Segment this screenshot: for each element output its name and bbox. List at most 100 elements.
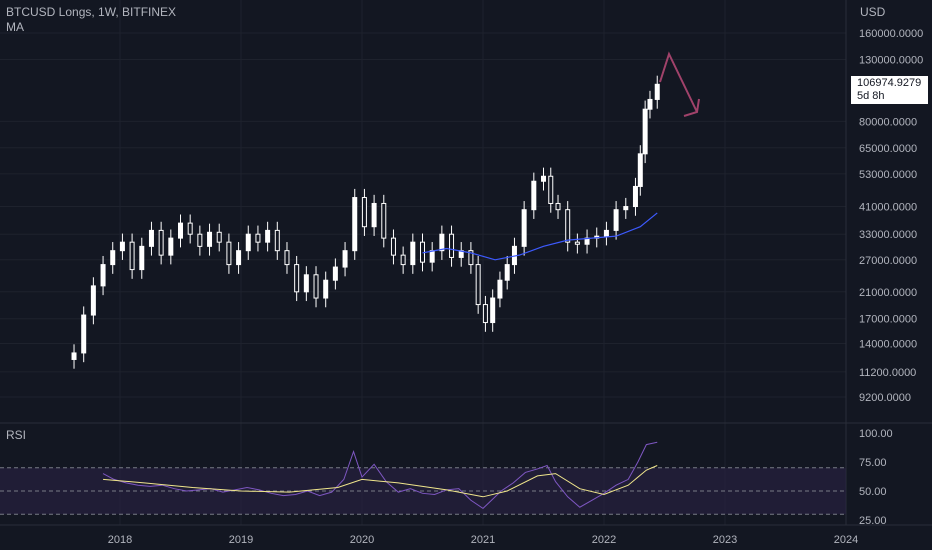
candle-body[interactable] <box>475 264 481 306</box>
ma-indicator-label[interactable]: MA <box>6 20 24 34</box>
candle-body[interactable] <box>129 241 135 271</box>
candle-body[interactable] <box>613 209 619 231</box>
rsi-indicator-label[interactable]: RSI <box>6 428 27 442</box>
candle-body[interactable] <box>449 233 455 258</box>
candle-body[interactable] <box>216 231 222 243</box>
time-axis[interactable]: 2018 2019 2020 2021 2022 2023 2024 <box>108 534 858 546</box>
candle-body[interactable] <box>187 222 193 235</box>
ma-line <box>422 212 658 261</box>
candle-body[interactable] <box>342 250 348 268</box>
candle-body[interactable] <box>468 250 474 266</box>
candle-body[interactable] <box>294 264 300 293</box>
candle-body[interactable] <box>119 241 125 252</box>
price-tick-label: 11200.0000 <box>859 367 916 379</box>
candle-body[interactable] <box>497 279 503 299</box>
candle-body[interactable] <box>245 233 251 252</box>
candle-body[interactable] <box>521 209 527 247</box>
candle-body[interactable] <box>361 197 367 228</box>
bar-countdown: 5d 8h <box>857 90 885 102</box>
candle-body[interactable] <box>647 98 653 110</box>
time-tick-label: 2019 <box>229 534 253 546</box>
time-tick-label: 2021 <box>471 534 495 546</box>
candle-body[interactable] <box>197 233 203 247</box>
last-price-value: 106974.9279 <box>857 77 922 89</box>
time-tick-label: 2022 <box>592 534 616 546</box>
rsi-axis[interactable]: 100.00 75.00 50.00 25.00 <box>859 428 893 527</box>
price-tick-label: 17000.0000 <box>859 314 917 326</box>
candle-body[interactable] <box>565 209 571 243</box>
candle-body[interactable] <box>574 241 580 245</box>
candle-body[interactable] <box>178 222 183 239</box>
time-tick-label: 2023 <box>713 534 737 546</box>
candle-body[interactable] <box>439 233 445 252</box>
rsi-tick-label: 75.00 <box>859 457 887 469</box>
candle-body[interactable] <box>642 108 648 155</box>
last-price-tag: 106974.9279 5d 8h <box>851 76 928 104</box>
rsi-ma-line <box>103 465 658 498</box>
symbol-title[interactable]: BTCUSD Longs, 1W, BITFINEX <box>6 5 177 19</box>
candle-body[interactable] <box>410 241 416 266</box>
ma-polyline <box>422 212 658 261</box>
candle-body[interactable] <box>632 185 638 208</box>
candle-body[interactable] <box>90 285 96 316</box>
candle-body[interactable] <box>303 274 309 293</box>
rsi-pane[interactable] <box>0 441 846 515</box>
candle-body[interactable] <box>100 264 106 287</box>
candle-body[interactable] <box>623 206 629 211</box>
price-candles[interactable] <box>71 75 660 369</box>
candle-body[interactable] <box>352 197 358 252</box>
candle-body[interactable] <box>482 304 488 324</box>
candle-body[interactable] <box>71 352 77 360</box>
candle-body[interactable] <box>332 266 338 281</box>
candle-body[interactable] <box>654 83 660 100</box>
candle-body[interactable] <box>371 202 377 228</box>
candle-body[interactable] <box>429 250 435 263</box>
candle-body[interactable] <box>603 229 609 237</box>
candle-body[interactable] <box>207 231 213 247</box>
candle-body[interactable] <box>541 175 546 182</box>
candle-body[interactable] <box>381 202 387 239</box>
candle-body[interactable] <box>168 237 174 256</box>
rsi-tick-label: 100.00 <box>859 428 893 440</box>
price-tick-label: 27000.0000 <box>859 255 917 267</box>
candle-body[interactable] <box>323 279 329 299</box>
currency-label: USD <box>860 5 886 19</box>
candle-body[interactable] <box>274 229 280 252</box>
price-tick-label: 53000.0000 <box>859 169 917 181</box>
candle-body[interactable] <box>313 274 319 299</box>
price-tick-label: 80000.0000 <box>859 116 917 128</box>
candle-body[interactable] <box>139 245 145 271</box>
rsi-tick-label: 25.00 <box>859 515 887 527</box>
candle-body[interactable] <box>504 264 510 281</box>
candle-body[interactable] <box>265 229 271 243</box>
candle-body[interactable] <box>548 175 554 204</box>
candle-body[interactable] <box>158 229 164 256</box>
candle-body[interactable] <box>400 254 406 266</box>
candle-body[interactable] <box>531 180 537 211</box>
price-axis[interactable]: 160000.0000 130000.0000 80000.0000 65000.00… <box>859 28 923 404</box>
arrow-head <box>683 98 700 117</box>
candle-body[interactable] <box>148 229 154 247</box>
candle-body[interactable] <box>284 250 290 266</box>
candle-body[interactable] <box>236 250 242 266</box>
projection-arrow[interactable] <box>659 51 700 117</box>
candle-body[interactable] <box>555 202 561 211</box>
price-tick-label: 160000.0000 <box>859 28 923 40</box>
candle-body[interactable] <box>110 250 116 266</box>
candle-body[interactable] <box>81 314 87 354</box>
price-tick-label: 41000.0000 <box>859 202 917 214</box>
candle-body[interactable] <box>490 297 496 324</box>
rsi-tick-label: 50.00 <box>859 486 887 498</box>
price-tick-label: 21000.0000 <box>859 287 917 299</box>
price-tick-label: 9200.0000 <box>859 392 911 404</box>
price-tick-label: 14000.0000 <box>859 338 917 350</box>
candle-body[interactable] <box>637 153 643 187</box>
candle-body[interactable] <box>226 241 232 266</box>
candle-body[interactable] <box>255 233 261 243</box>
price-tick-label: 130000.0000 <box>859 54 923 66</box>
candle-body[interactable] <box>390 237 396 256</box>
arrow-path[interactable] <box>659 51 698 113</box>
time-tick-label: 2020 <box>350 534 374 546</box>
price-tick-label: 33000.0000 <box>859 229 917 241</box>
